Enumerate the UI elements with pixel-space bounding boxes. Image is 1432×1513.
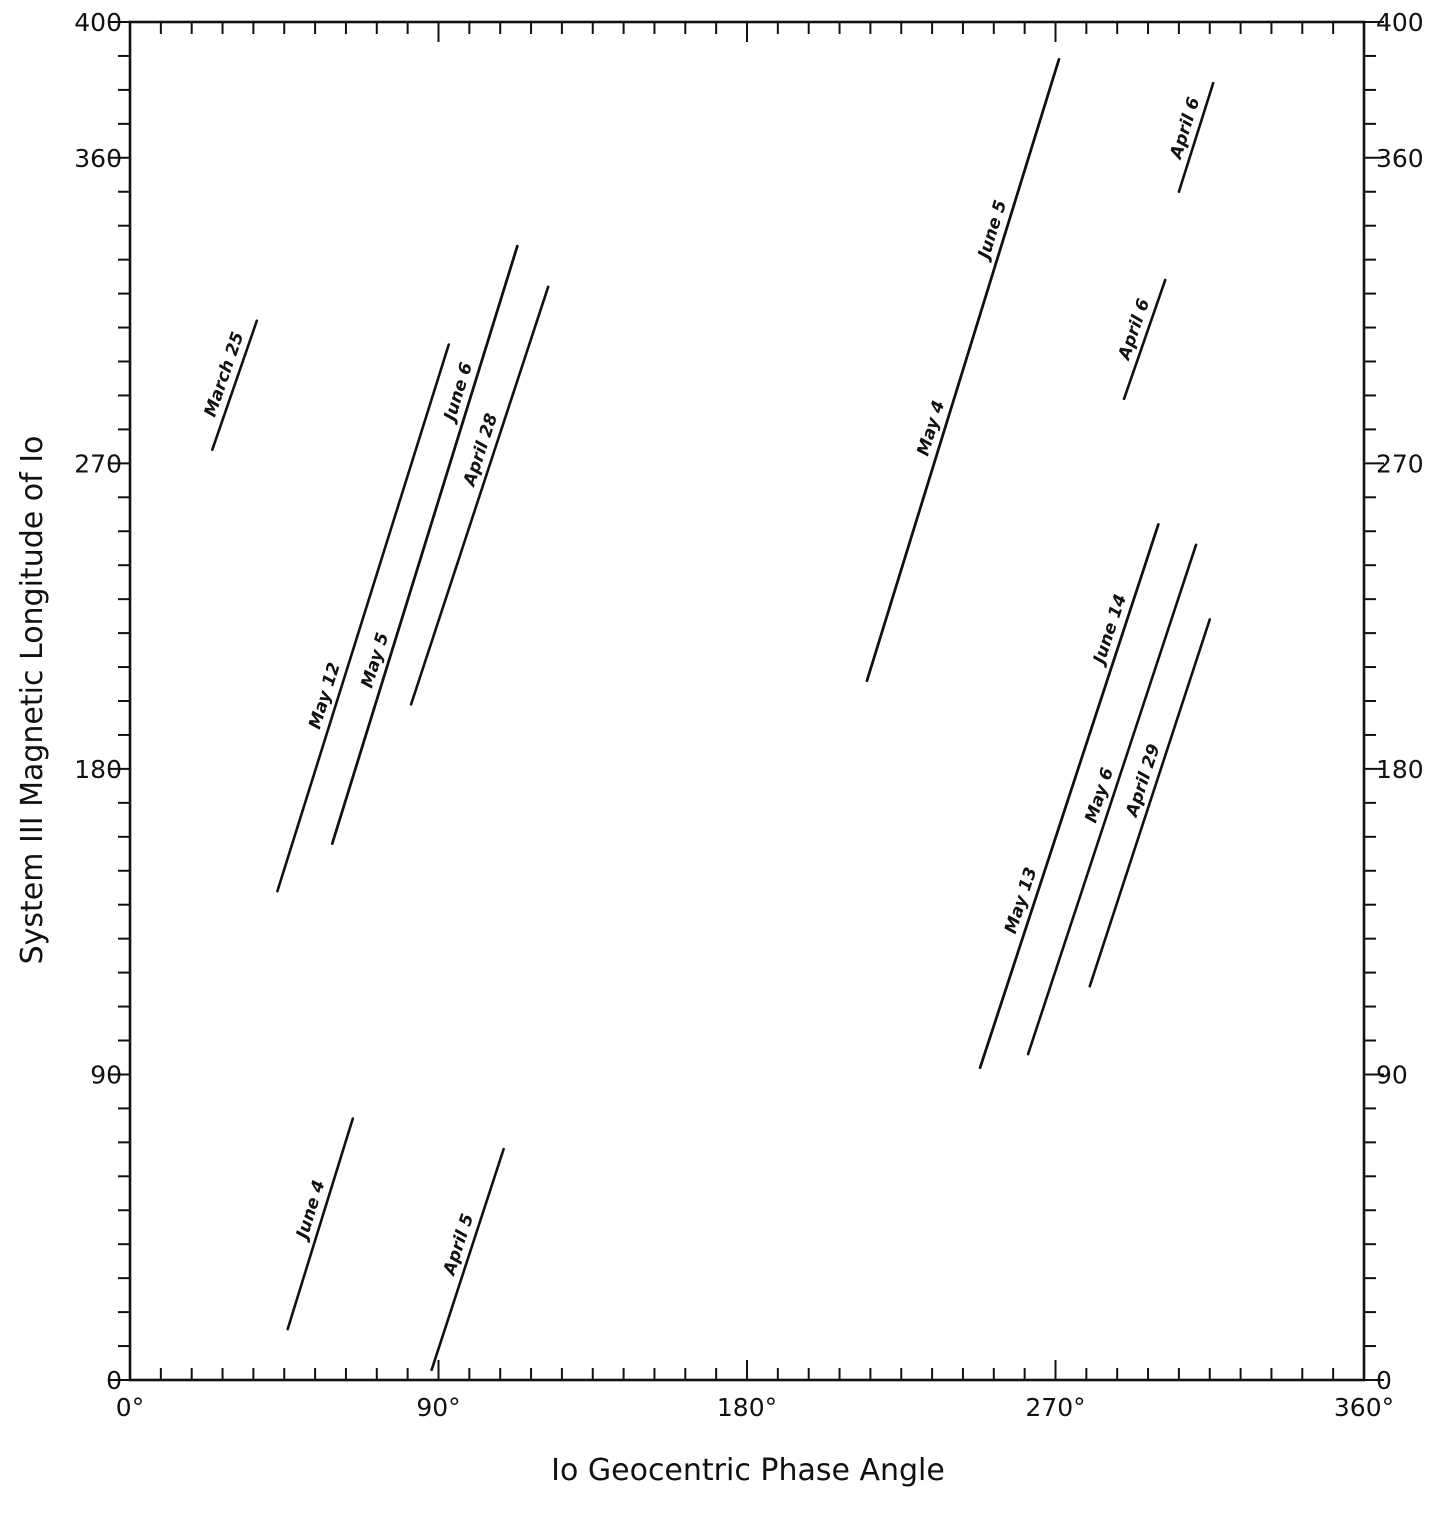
series-line xyxy=(430,1147,505,1372)
series-line xyxy=(1122,278,1167,401)
y-tick-label-left: 90 xyxy=(90,1060,122,1089)
y-tick-label-right: 400 xyxy=(1376,8,1424,37)
series-line xyxy=(1088,618,1212,988)
x-tick-label: 360° xyxy=(1334,1393,1394,1422)
y-axis-title: System III Magnetic Longitude of Io xyxy=(15,436,50,965)
y-tick-label-right: 0 xyxy=(1376,1366,1392,1395)
series-line xyxy=(276,343,451,893)
y-tick-label-right: 270 xyxy=(1376,449,1424,478)
y-tick-label-left: 180 xyxy=(74,755,122,784)
y-tick-label-left: 270 xyxy=(74,449,122,478)
x-tick-label: 0° xyxy=(116,1393,144,1422)
series-line xyxy=(1026,543,1198,1056)
series-line xyxy=(978,523,1160,1069)
y-tick-label-right: 180 xyxy=(1376,755,1424,784)
ticks-layer xyxy=(110,21,1384,1381)
y-tick-label-left: 360 xyxy=(74,144,122,173)
y-tick-label-right: 360 xyxy=(1376,144,1424,173)
y-tick-label-left: 0 xyxy=(106,1366,122,1395)
tick-labels-layer: 0° 90° 180° 270° 360°09018027036040009018027… xyxy=(74,8,1423,1422)
series-label: April 28 xyxy=(459,411,502,491)
x-tick-label: 90° xyxy=(416,1393,460,1422)
x-tick-label: 270° xyxy=(1025,1393,1085,1422)
y-tick-label-left: 400 xyxy=(74,8,122,37)
series-line xyxy=(210,319,259,452)
plot-frame xyxy=(128,20,1366,1382)
series-line xyxy=(286,1117,355,1331)
series-line xyxy=(330,244,519,845)
series-line xyxy=(409,285,550,706)
series-label: March 25 xyxy=(201,329,249,419)
x-tick-label: 180° xyxy=(717,1393,777,1422)
y-tick-label-right: 90 xyxy=(1376,1060,1408,1089)
series-line xyxy=(865,58,1061,682)
x-axis-title: Io Geocentric Phase Angle xyxy=(551,1453,945,1488)
series-line xyxy=(1177,81,1215,194)
